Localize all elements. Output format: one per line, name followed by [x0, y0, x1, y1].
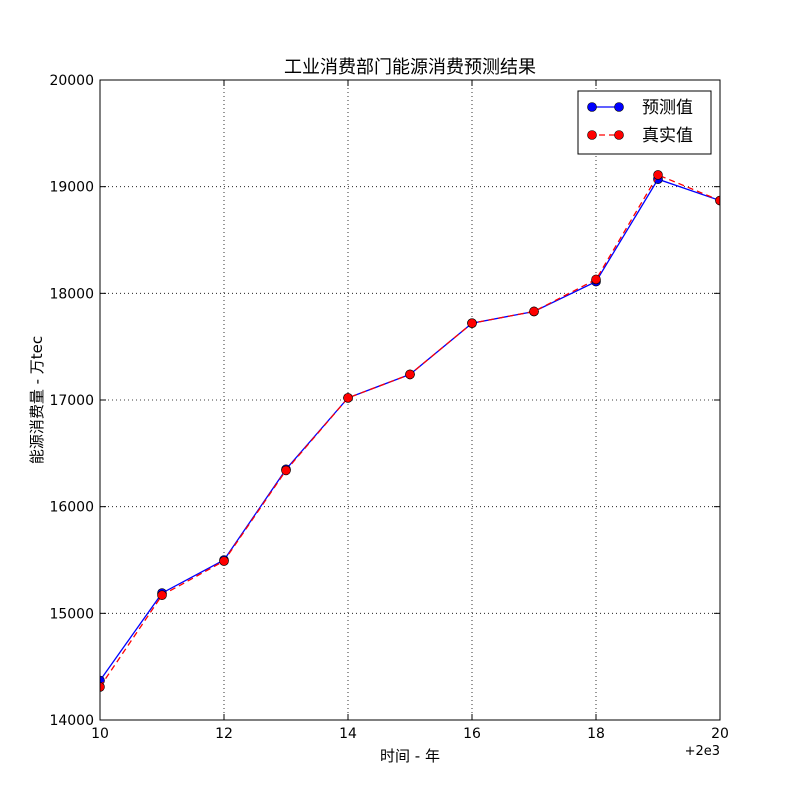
chart-title: 工业消费部门能源消费预测结果 [284, 57, 536, 78]
legend-marker-predicted [587, 102, 597, 112]
data-point [467, 318, 477, 329]
x-tick-label: 12 [215, 726, 233, 742]
x-offset-label: +2e3 [685, 744, 720, 759]
y-tick-label: 14000 [49, 713, 94, 729]
data-point [343, 393, 353, 403]
y-tick-label: 16000 [49, 500, 94, 516]
x-axis-label: 时间 - 年 [380, 747, 440, 765]
series-layer [100, 170, 720, 692]
legend-marker-actual [614, 130, 624, 140]
data-point [219, 556, 229, 566]
y-tick-label: 19000 [49, 180, 94, 196]
y-tick-label: 17000 [49, 393, 94, 409]
legend-label-predicted: 预测值 [642, 98, 693, 118]
data-point [715, 195, 720, 206]
data-point [653, 170, 663, 180]
data-point [157, 590, 167, 601]
legend-label-actual: 真实值 [642, 126, 693, 146]
legend-marker-predicted [614, 102, 624, 112]
x-tick-label: 14 [339, 726, 357, 742]
data-point [281, 465, 291, 476]
data-point [591, 274, 601, 285]
y-axis-label: 能源消费量 - 万tec [28, 336, 46, 464]
legend-box [577, 90, 712, 155]
x-tick-label: 10 [91, 726, 109, 742]
x-tick-label: 20 [711, 726, 729, 742]
y-tick-label: 20000 [49, 73, 94, 89]
y-tick-label: 15000 [49, 606, 94, 622]
data-point [405, 369, 415, 380]
series-actual [100, 170, 720, 692]
data-point [529, 306, 539, 317]
x-tick-label: 16 [463, 726, 481, 742]
legend: 预测值 真实值 [577, 90, 712, 155]
legend-marker-actual [587, 130, 597, 140]
data-point [100, 682, 105, 692]
axis-ticks: 10 12 14 16 18 20 14000 15000 16000 17000 18000 190… [49, 73, 728, 742]
y-tick-label: 18000 [49, 286, 94, 302]
x-tick-label: 18 [587, 726, 605, 742]
